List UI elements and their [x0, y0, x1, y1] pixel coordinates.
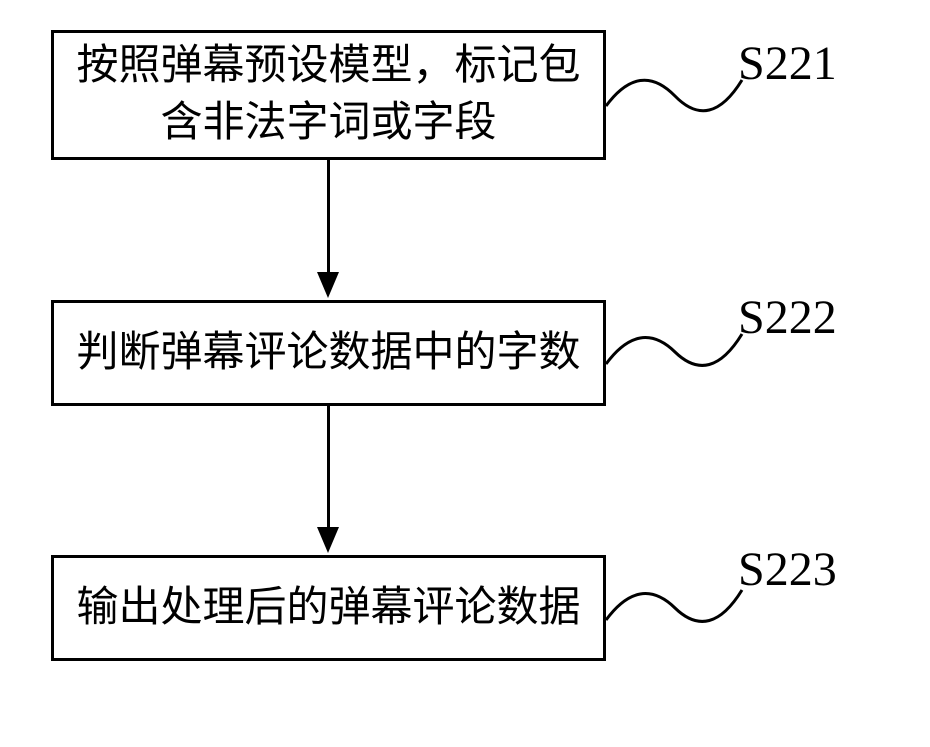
step-label-s221: S221 — [738, 36, 837, 91]
flowchart-node-3-text: 输出处理后的弹幕评论数据 — [76, 580, 580, 637]
step-label-s223: S223 — [738, 542, 837, 597]
flowchart-canvas: 按照弹幕预设模型，标记包含非法字词或字段 S221 判断弹幕评论数据中的字数 S… — [0, 0, 930, 747]
flowchart-node-1: 按照弹幕预设模型，标记包含非法字词或字段 — [51, 30, 606, 160]
flowchart-node-3: 输出处理后的弹幕评论数据 — [51, 555, 606, 661]
arrow-2-head — [317, 527, 339, 553]
flowchart-node-2: 判断弹幕评论数据中的字数 — [51, 300, 606, 406]
arrow-1-line — [327, 160, 330, 274]
arrow-1-head — [317, 272, 339, 298]
flowchart-node-2-text: 判断弹幕评论数据中的字数 — [76, 325, 580, 382]
flowchart-node-1-text: 按照弹幕预设模型，标记包含非法字词或字段 — [66, 38, 591, 151]
step-label-s222: S222 — [738, 290, 837, 345]
arrow-2-line — [327, 406, 330, 529]
